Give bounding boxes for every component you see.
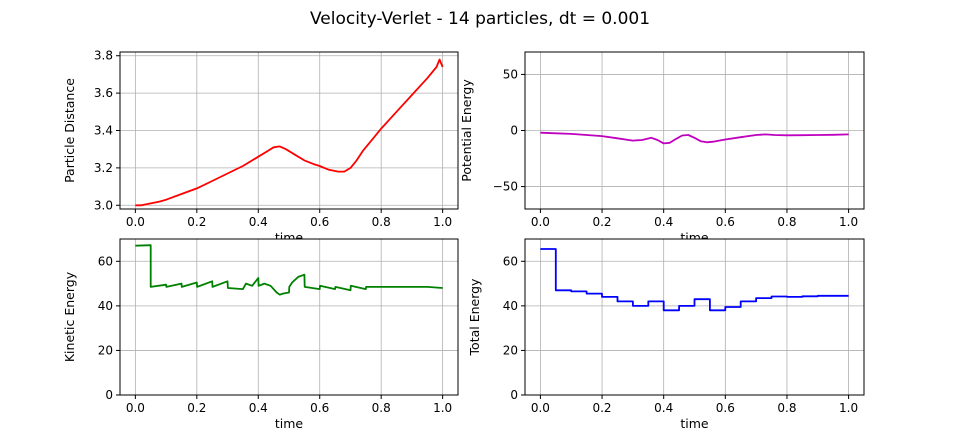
x-tick-label: 1.0: [433, 401, 452, 415]
axes-background: [525, 239, 864, 395]
x-tick-label: 0.2: [187, 215, 206, 229]
y-tick-label: 0: [510, 124, 518, 138]
subplot-distance: 0.0 0.2 0.4 0.6 0.8 1.03.03.23.43.63.8timePar…: [62, 49, 459, 245]
y-axis-label: Particle Distance: [62, 78, 77, 183]
y-tick-label: 40: [98, 299, 113, 313]
x-tick-label: 0.6: [310, 401, 329, 415]
y-tick-label: 3.2: [94, 161, 113, 175]
x-tick-label: 0.8: [777, 401, 796, 415]
figure-title: Velocity-Verlet - 14 particles, dt = 0.0…: [310, 9, 650, 29]
axes-frame: [119, 238, 459, 396]
x-tick-label: 0.4: [654, 215, 673, 229]
y-tick-label: 0: [510, 388, 518, 402]
series-line-kinetic: [135, 244, 443, 296]
y-tick-label: 3.8: [94, 49, 113, 63]
x-tick-label: 0.6: [310, 215, 329, 229]
x-tick-label: 0.2: [187, 401, 206, 415]
x-tick-label: 0.4: [654, 401, 673, 415]
y-tick-label: 3.0: [94, 198, 113, 212]
x-tick-label: 0.0: [531, 215, 550, 229]
x-tick-label: 0.0: [126, 215, 145, 229]
x-tick-label: 0.0: [126, 401, 145, 415]
x-tick-label: 0.4: [249, 215, 268, 229]
y-tick-label: 3.4: [94, 124, 113, 138]
subplot-total: 0.0 0.2 0.4 0.6 0.8 1.0 0 20 40 60 time Total Energ…: [467, 238, 865, 431]
y-tick-label: 0: [105, 388, 113, 402]
series-line-total: [540, 248, 849, 312]
y-tick-label: 60: [98, 254, 113, 268]
x-tick-label: 0.6: [716, 401, 735, 415]
y-tick-label: 60: [503, 254, 518, 268]
x-tick-label: 0.0: [531, 401, 550, 415]
y-tick-label: 40: [503, 299, 518, 313]
x-tick-label: 0.6: [716, 215, 735, 229]
x-tick-label: 0.8: [372, 401, 391, 415]
y-tick-label: 20: [98, 343, 113, 357]
series-line-distance: [135, 58, 444, 207]
y-axis-label: Potential Energy: [459, 79, 474, 182]
x-tick-label: 1.0: [839, 401, 858, 415]
x-axis-label: time: [275, 416, 304, 431]
y-axis-label: Total Energy: [467, 278, 482, 357]
x-tick-label: 0.4: [249, 401, 268, 415]
y-tick-label: 3.6: [94, 86, 113, 100]
x-tick-label: 0.2: [592, 215, 611, 229]
series-line-potential: [540, 131, 849, 145]
x-tick-label: 1.0: [433, 215, 452, 229]
x-tick-label: 0.8: [372, 215, 391, 229]
axes-frame: [524, 238, 865, 396]
x-tick-label: 0.8: [777, 215, 796, 229]
y-axis-label: Kinetic Energy: [62, 271, 77, 362]
x-tick-label: 1.0: [839, 215, 858, 229]
subplot-kinetic: 0.0 0.2 0.4 0.6 0.8 1.0 0 20 40 60 time Kinetic Ene…: [62, 238, 459, 431]
x-tick-label: 0.2: [592, 401, 611, 415]
x-axis-label: time: [680, 416, 709, 431]
y-tick-label: −50: [493, 180, 518, 194]
y-tick-label: 20: [503, 343, 518, 357]
y-tick-label: 50: [503, 67, 518, 81]
subplots-grid: 0.0 0.2 0.4 0.6 0.8 1.0 3.0 3.2 3.4 3.6 3.8 time Par…: [62, 49, 865, 431]
axes-background: [120, 239, 458, 395]
